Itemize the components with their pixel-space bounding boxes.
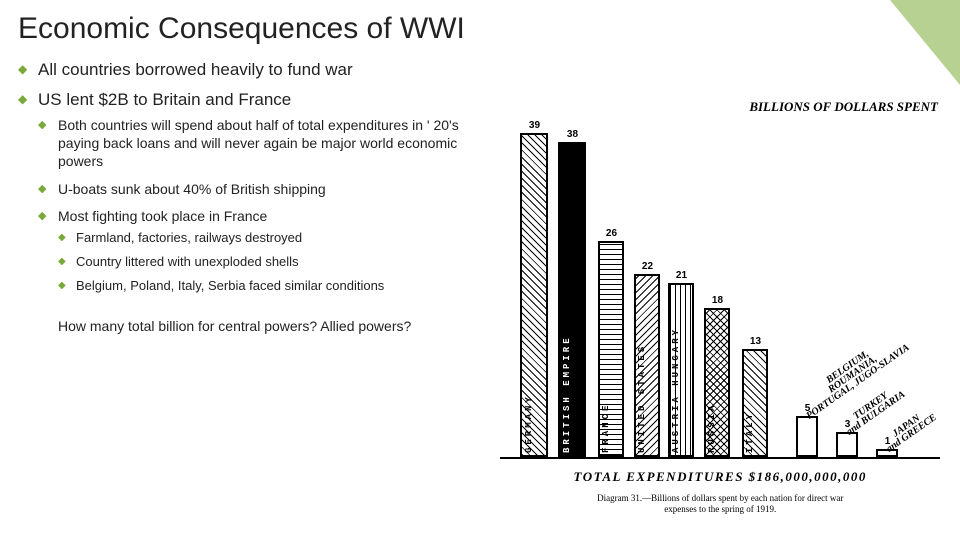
bullet-1-text: All countries borrowed heavily to fund w… xyxy=(38,60,353,79)
columns: All countries borrowed heavily to fund w… xyxy=(18,60,942,519)
text-column: All countries borrowed heavily to fund w… xyxy=(18,60,498,519)
bar-rect xyxy=(836,432,858,457)
bullet-2c-text: Most fighting took place in France xyxy=(58,208,267,224)
bar-label: BRITISH EMPIRE xyxy=(562,335,572,453)
bar-value: 39 xyxy=(520,120,548,131)
bar-label: AUSTRIA-HUNGARY xyxy=(671,327,681,453)
closing-question: How many total billion for central power… xyxy=(58,317,492,336)
bullet-2b: U-boats sunk about 40% of British shippi… xyxy=(38,180,492,198)
bar-label: UNITED STATES xyxy=(637,344,647,453)
bullet-2c: Most fighting took place in France Farml… xyxy=(38,207,492,295)
bullet-2: US lent $2B to Britain and France Both c… xyxy=(18,90,492,295)
bullet-2c1: Farmland, factories, railways destroyed xyxy=(58,230,492,247)
bar-value: 18 xyxy=(704,295,730,306)
chart-column: BILLIONS OF DOLLARS SPENT 39 GERMANY 38 BRI… xyxy=(498,60,942,519)
bar-value: 26 xyxy=(598,228,624,239)
bar-label-rot: JAPANand GREECE xyxy=(880,405,938,453)
bar-label: RUSSIA xyxy=(707,403,717,453)
bar-rect xyxy=(796,416,818,458)
bar-value: 22 xyxy=(634,261,660,272)
slide: Economic Consequences of WWI All countri… xyxy=(0,0,960,540)
chart-baseline xyxy=(500,457,940,459)
bullet-2c3: Belgium, Poland, Italy, Serbia faced sim… xyxy=(58,278,492,295)
bullet-2-text: US lent $2B to Britain and France xyxy=(38,90,291,109)
bar-value: 13 xyxy=(742,336,768,347)
bar-value: 21 xyxy=(668,270,694,281)
page-title: Economic Consequences of WWI xyxy=(18,12,942,46)
chart-y-title: BILLIONS OF DOLLARS SPENT xyxy=(749,100,938,114)
chart-foot-title: TOTAL EXPENDITURES $186,000,000,000 xyxy=(498,469,942,485)
chart-foot-caption: Diagram 31.—Billions of dollars spent by… xyxy=(498,493,942,515)
bar-label: GERMANY xyxy=(524,394,534,453)
bullet-2c2: Country littered with unexploded shells xyxy=(58,254,492,271)
bar-label: ITALY xyxy=(745,411,755,453)
bar-label: FRANCE xyxy=(601,403,611,453)
expenditures-chart: BILLIONS OF DOLLARS SPENT 39 GERMANY 38 BRI… xyxy=(498,60,942,519)
bullet-1: All countries borrowed heavily to fund w… xyxy=(18,60,492,80)
bars-area: 39 GERMANY 38 BRITISH EMPIRE 26 FRANCE 22 UNITE… xyxy=(498,117,942,457)
bullet-2a: Both countries will spend about half of … xyxy=(38,116,492,171)
bar-value: 38 xyxy=(558,129,586,140)
